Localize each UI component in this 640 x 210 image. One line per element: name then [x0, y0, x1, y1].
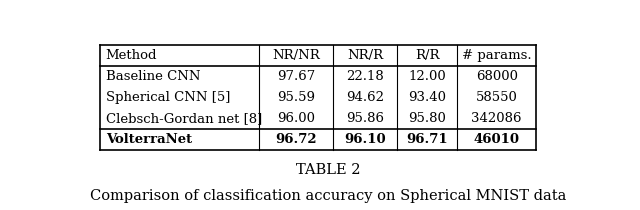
Text: 46010: 46010: [474, 133, 520, 146]
Text: Baseline CNN: Baseline CNN: [106, 70, 200, 83]
Text: 342086: 342086: [472, 112, 522, 125]
Text: Method: Method: [106, 49, 157, 62]
Text: 12.00: 12.00: [408, 70, 446, 83]
Text: 96.71: 96.71: [406, 133, 448, 146]
Text: # params.: # params.: [462, 49, 531, 62]
Text: 96.00: 96.00: [276, 112, 315, 125]
Text: 94.62: 94.62: [346, 91, 384, 104]
Text: VolterraNet: VolterraNet: [106, 133, 192, 146]
Text: 68000: 68000: [476, 70, 518, 83]
Text: 22.18: 22.18: [346, 70, 384, 83]
Text: 95.86: 95.86: [346, 112, 384, 125]
Text: 58550: 58550: [476, 91, 518, 104]
Text: NR/NR: NR/NR: [272, 49, 319, 62]
Text: 95.59: 95.59: [276, 91, 315, 104]
Text: Clebsch-Gordan net [8]: Clebsch-Gordan net [8]: [106, 112, 262, 125]
Text: TABLE 2: TABLE 2: [296, 163, 360, 177]
Text: 95.80: 95.80: [408, 112, 446, 125]
Text: 96.10: 96.10: [344, 133, 386, 146]
Text: Comparison of classification accuracy on Spherical MNIST data: Comparison of classification accuracy on…: [90, 189, 566, 202]
Text: Spherical CNN [5]: Spherical CNN [5]: [106, 91, 230, 104]
Text: 96.72: 96.72: [275, 133, 317, 146]
Text: NR/R: NR/R: [347, 49, 383, 62]
Text: R/R: R/R: [415, 49, 440, 62]
Text: 93.40: 93.40: [408, 91, 446, 104]
Text: 97.67: 97.67: [276, 70, 315, 83]
